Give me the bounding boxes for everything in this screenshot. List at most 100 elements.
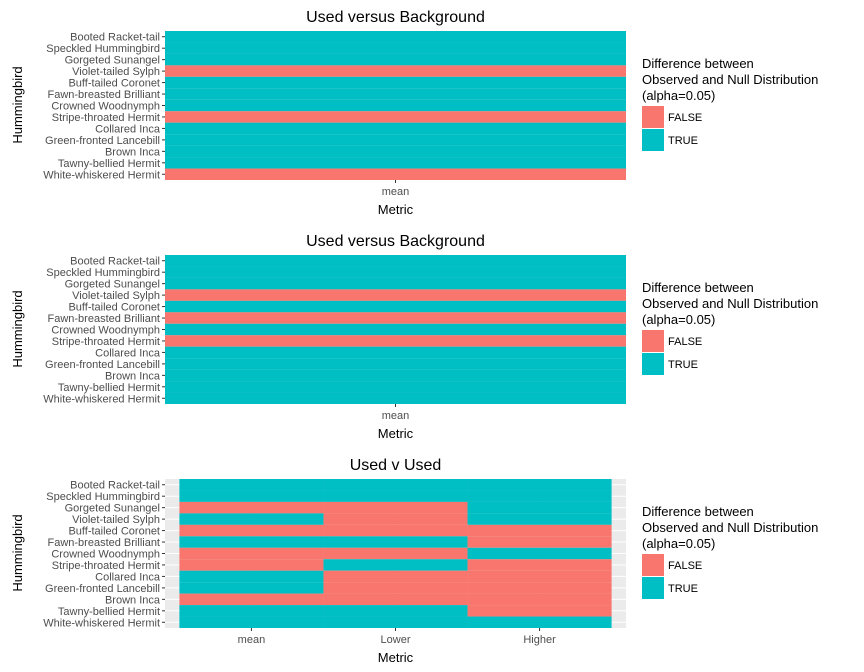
heatmap-tile bbox=[165, 289, 626, 301]
heatmap-tile bbox=[179, 616, 324, 628]
true-legend-key bbox=[642, 577, 664, 599]
legend-title: Difference between bbox=[642, 280, 754, 295]
y-tick-label: Stripe-throated Hermit bbox=[52, 336, 160, 348]
heatmap-tile bbox=[179, 559, 324, 571]
heatmap-tile bbox=[467, 501, 612, 514]
x-tick-label: Higher bbox=[523, 634, 556, 646]
y-tick-label: Booted Racket-tail bbox=[70, 256, 160, 268]
y-tick-label: White-whiskered Hermit bbox=[43, 169, 160, 181]
x-tick-label: mean bbox=[382, 186, 410, 198]
y-tick-label: Speckled Hummingbird bbox=[46, 43, 160, 55]
heatmap-tile bbox=[165, 392, 626, 404]
y-tick-label: Tawny-bellied Hermit bbox=[58, 606, 160, 618]
y-tick-label: Violet-tailed Sylph bbox=[72, 290, 160, 302]
y-tick-label: Buff-tailed Coronet bbox=[68, 302, 160, 314]
legend-label-false: FALSE bbox=[668, 336, 702, 348]
y-tick-label: Green-fronted Lancebill bbox=[45, 583, 160, 595]
y-axis-title: Hummingbird bbox=[10, 66, 25, 143]
chart-title: Used versus Background bbox=[306, 233, 485, 250]
heatmap-tile bbox=[165, 31, 626, 43]
heatmap-tile bbox=[165, 145, 626, 158]
x-axis-title: Metric bbox=[378, 650, 414, 665]
y-tick-label: Gorgeted Sunangel bbox=[65, 55, 160, 67]
heatmap-tile bbox=[467, 616, 612, 628]
heatmap-tile bbox=[467, 479, 612, 491]
x-tick-label: mean bbox=[382, 410, 410, 422]
y-tick-label: Stripe-throated Hermit bbox=[52, 560, 160, 572]
y-tick-label: Booted Racket-tail bbox=[70, 32, 160, 44]
heatmap-tile bbox=[323, 501, 468, 514]
heatmap-tile bbox=[179, 605, 324, 617]
false-legend-key bbox=[642, 330, 664, 352]
heatmap-tile bbox=[165, 65, 626, 77]
y-tick-label: Crowned Woodnymph bbox=[51, 101, 160, 113]
heatmap-tile bbox=[323, 490, 468, 502]
y-axis-title: Hummingbird bbox=[10, 514, 25, 591]
heatmap-tile bbox=[179, 547, 324, 560]
y-tick-label: Speckled Hummingbird bbox=[46, 267, 160, 279]
heatmap-tile bbox=[467, 524, 612, 537]
heatmap-tile bbox=[467, 582, 612, 594]
y-tick-label: Brown Inca bbox=[105, 146, 161, 158]
heatmap-tile bbox=[165, 111, 626, 123]
legend-title: (alpha=0.05) bbox=[642, 88, 715, 103]
y-tick-label: Gorgeted Sunangel bbox=[65, 503, 160, 515]
heatmap-tile bbox=[165, 346, 626, 359]
y-tick-label: Booted Racket-tail bbox=[70, 480, 160, 492]
y-tick-label: Tawny-bellied Hermit bbox=[58, 158, 160, 170]
y-tick-label: Crowned Woodnymph bbox=[51, 549, 160, 561]
y-tick-label: Green-fronted Lancebill bbox=[45, 135, 160, 147]
heatmap-tile bbox=[323, 582, 468, 594]
heatmap-tile bbox=[323, 593, 468, 606]
legend-title: Observed and Null Distribution bbox=[642, 296, 818, 311]
heatmap-tile bbox=[323, 524, 468, 537]
heatmap-tile bbox=[323, 559, 468, 571]
heatmap-tile bbox=[165, 255, 626, 267]
legend-title: (alpha=0.05) bbox=[642, 312, 715, 327]
y-tick-label: Stripe-throated Hermit bbox=[52, 112, 160, 124]
true-legend-key bbox=[642, 129, 664, 151]
y-tick-label: Tawny-bellied Hermit bbox=[58, 382, 160, 394]
y-tick-label: Speckled Hummingbird bbox=[46, 491, 160, 503]
heatmap-tile bbox=[165, 88, 626, 100]
y-tick-label: Violet-tailed Sylph bbox=[72, 66, 160, 78]
heatmap-tile bbox=[467, 513, 612, 525]
heatmap-tile bbox=[165, 358, 626, 370]
heatmap-tile bbox=[165, 134, 626, 146]
heatmap-tile bbox=[165, 381, 626, 393]
y-tick-label: Green-fronted Lancebill bbox=[45, 359, 160, 371]
heatmap-tile bbox=[323, 479, 468, 491]
x-axis-title: Metric bbox=[378, 426, 414, 441]
x-tick-label: mean bbox=[238, 634, 266, 646]
heatmap-tile bbox=[165, 266, 626, 278]
heatmap-tile bbox=[323, 547, 468, 560]
chart-title: Used v Used bbox=[350, 457, 442, 474]
heatmap-tile bbox=[467, 593, 612, 606]
y-tick-label: Fawn-breasted Brilliant bbox=[48, 89, 161, 101]
heatmap-tile bbox=[179, 536, 324, 548]
heatmap-tile bbox=[467, 536, 612, 548]
legend-label-false: FALSE bbox=[668, 560, 702, 572]
heatmap-tile bbox=[179, 582, 324, 594]
heatmap-tile bbox=[179, 479, 324, 491]
heatmap-tile bbox=[179, 570, 324, 583]
legend-label-false: FALSE bbox=[668, 112, 702, 124]
y-tick-label: Brown Inca bbox=[105, 594, 161, 606]
y-tick-label: White-whiskered Hermit bbox=[43, 393, 160, 405]
heatmap-tile bbox=[467, 547, 612, 560]
heatmap-tile bbox=[165, 369, 626, 382]
heatmap-tile bbox=[467, 559, 612, 571]
y-tick-label: Collared Inca bbox=[95, 347, 161, 359]
heatmap-tile bbox=[323, 513, 468, 525]
legend-title: Difference between bbox=[642, 56, 754, 71]
heatmap-tile bbox=[179, 513, 324, 525]
y-tick-label: Collared Inca bbox=[95, 571, 161, 583]
x-axis-title: Metric bbox=[378, 202, 414, 217]
heatmap-tile bbox=[165, 277, 626, 290]
heatmap-tile bbox=[323, 616, 468, 628]
legend-label-true: TRUE bbox=[668, 135, 698, 147]
y-tick-label: Gorgeted Sunangel bbox=[65, 279, 160, 291]
